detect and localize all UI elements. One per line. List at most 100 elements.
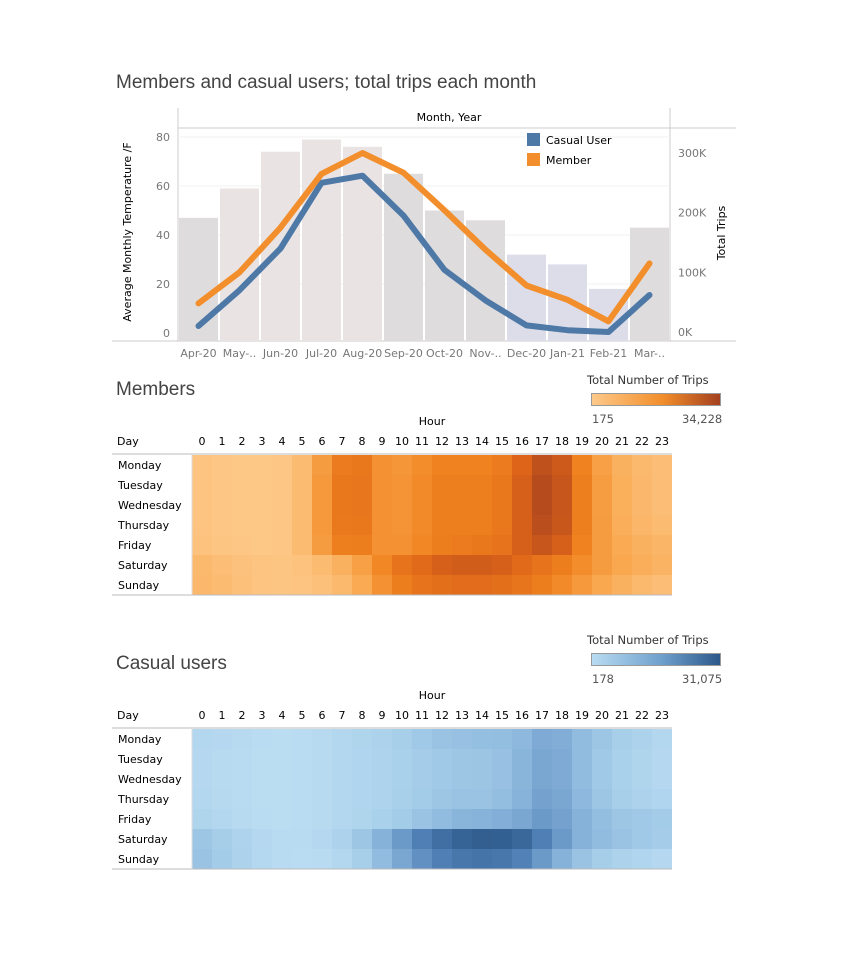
x-tick-label: Oct-20 [426, 347, 463, 360]
heatmap-cell [532, 455, 552, 475]
hour-label: 2 [239, 709, 246, 722]
day-label: Friday [118, 813, 152, 826]
chart-title: Members and casual users; total trips ea… [116, 72, 537, 93]
left-tick-label: 0 [163, 327, 170, 340]
heatmap-cell [212, 749, 232, 769]
heatmap-cell [432, 729, 452, 749]
heatmap-cell [612, 555, 632, 575]
heatmap-cell [512, 829, 532, 849]
hour-label: 22 [635, 709, 649, 722]
day-label: Thursday [117, 519, 170, 532]
heatmap-cell [412, 555, 432, 575]
hour-label: 14 [475, 435, 489, 448]
hour-label: 10 [395, 709, 409, 722]
hour-label: 1 [219, 435, 226, 448]
heatmap-cell [632, 749, 652, 769]
day-label: Wednesday [118, 499, 182, 512]
heatmap-cell [332, 809, 352, 829]
heatmap-cell [412, 455, 432, 475]
heatmap-cell [532, 475, 552, 495]
heatmap-cell [312, 515, 332, 535]
heatmap-cell [212, 769, 232, 789]
heatmap-cell [472, 849, 492, 869]
hour-label: 5 [299, 435, 306, 448]
heatmap-cell [272, 495, 292, 515]
heatmap-cell [192, 829, 212, 849]
heatmap-cell [592, 729, 612, 749]
heatmap-cell [272, 829, 292, 849]
heatmap-cell [552, 475, 572, 495]
heatmap-cell [552, 455, 572, 475]
hour-label: 21 [615, 435, 629, 448]
heatmap-cell [332, 829, 352, 849]
heatmap-cell [292, 749, 312, 769]
heatmap-cell [272, 575, 292, 595]
hour-label: 7 [339, 435, 346, 448]
hour-label: 0 [199, 709, 206, 722]
heatmap-cell [492, 809, 512, 829]
heatmap-cell [532, 809, 552, 829]
heatmap-cell [352, 809, 372, 829]
hour-label: 8 [359, 709, 366, 722]
heatmap-cell [452, 729, 472, 749]
heatmap-cell [532, 575, 552, 595]
heatmap-cell [652, 729, 672, 749]
hour-label: 18 [555, 435, 569, 448]
right-axis-title: Total Trips [715, 205, 728, 261]
heatmap-cell [232, 829, 252, 849]
heatmap-cell [332, 789, 352, 809]
heatmap-cell [412, 535, 432, 555]
x-tick-label: Nov-.. [469, 347, 501, 360]
heatmap-cell [492, 555, 512, 575]
members-legend-title: Total Number of Trips [587, 373, 709, 387]
heatmap-cell [472, 769, 492, 789]
heatmap-cell [332, 575, 352, 595]
heatmap-cell [492, 769, 512, 789]
heatmap-cell [232, 455, 252, 475]
heatmap-cell [252, 789, 272, 809]
heatmap-cell [352, 575, 372, 595]
hour-label: 3 [259, 435, 266, 448]
x-tick-label: Jun-20 [262, 347, 298, 360]
heatmap-cell [632, 575, 652, 595]
hour-label: 19 [575, 709, 589, 722]
heatmap-cell [372, 809, 392, 829]
hour-label: 6 [319, 435, 326, 448]
heatmap-cell [332, 515, 352, 535]
x-tick-label: Aug-20 [343, 347, 382, 360]
member-line [195, 150, 653, 325]
heatmap-cell [412, 475, 432, 495]
hour-label: 7 [339, 709, 346, 722]
heatmap-cell [352, 555, 372, 575]
heatmap-cell [232, 535, 252, 555]
heatmap-cell [592, 455, 612, 475]
hour-label: 4 [279, 709, 286, 722]
heatmap-cell [192, 515, 212, 535]
hour-label: 15 [495, 435, 509, 448]
heatmap-cell [392, 455, 412, 475]
casual-user-line [195, 172, 653, 335]
heatmap-cell [352, 769, 372, 789]
heatmap-cell [632, 535, 652, 555]
heatmap-cell [572, 535, 592, 555]
heatmap-cell [592, 789, 612, 809]
hour-label: 10 [395, 435, 409, 448]
heatmap-cell [332, 555, 352, 575]
heatmap-cell [272, 769, 292, 789]
heatmap-cell [412, 495, 432, 515]
heatmap-cell [652, 769, 672, 789]
hour-label: 15 [495, 709, 509, 722]
heatmap-cell [552, 749, 572, 769]
heatmap-cell [352, 729, 372, 749]
heatmap-cell [292, 455, 312, 475]
heatmap-cell [392, 515, 412, 535]
header-label: Month, Year [417, 111, 482, 124]
heatmap-cell [452, 769, 472, 789]
heatmap-cell [652, 789, 672, 809]
heatmap-cell [232, 789, 252, 809]
casual-legend-min: 178 [592, 672, 614, 686]
heatmap-cell [192, 849, 212, 869]
heatmap-cell [212, 809, 232, 829]
heatmap-cell [372, 575, 392, 595]
heatmap-cell [492, 729, 512, 749]
